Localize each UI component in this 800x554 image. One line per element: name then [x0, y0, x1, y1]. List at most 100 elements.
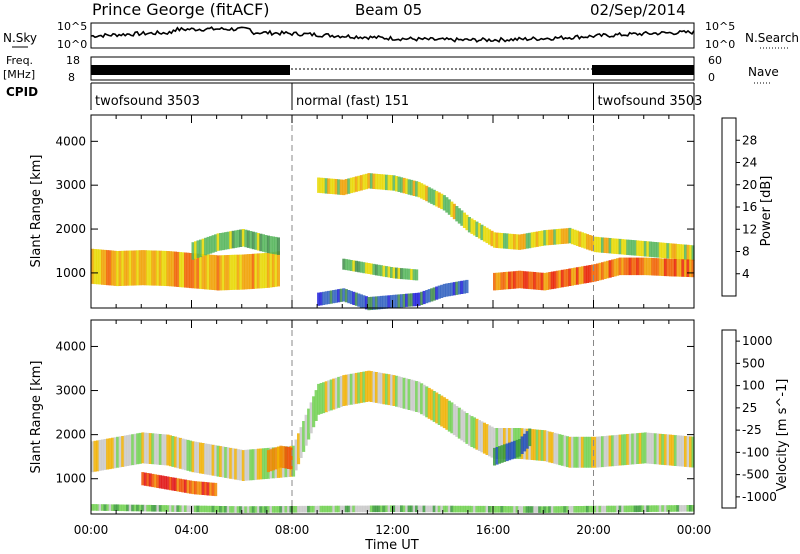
- band-4-cell: [342, 505, 346, 513]
- band-3-cell: [530, 271, 534, 290]
- band-0-cell: [118, 436, 122, 468]
- band-2-cell: [689, 245, 693, 261]
- band-0-cell: [307, 408, 311, 440]
- band-1-cell: [239, 229, 243, 247]
- band-3-cell: [601, 262, 605, 280]
- band-3-cell: [520, 270, 524, 289]
- band-1-cell: [211, 235, 215, 253]
- band-0-cell: [430, 389, 434, 421]
- band-0-cell: [377, 372, 381, 404]
- band-4-cell: [224, 506, 228, 513]
- band-0-cell: [342, 375, 346, 406]
- band-2-cell: [498, 232, 502, 249]
- band-0-cell: [437, 394, 441, 425]
- band-3-cell: [668, 258, 672, 277]
- band-5-cell: [422, 290, 426, 305]
- band-0-cell: [472, 417, 476, 449]
- band-2-cell: [477, 223, 481, 239]
- freq-axis-top: 18: [66, 54, 80, 67]
- band-2-cell: [271, 448, 275, 471]
- band-0-cell: [563, 435, 567, 467]
- band-4-cell: [578, 506, 582, 513]
- band-4-cell: [488, 506, 492, 513]
- band-5-cell: [359, 294, 363, 308]
- band-3-cell: [653, 258, 657, 276]
- band-0-cell: [138, 432, 142, 464]
- band-2-cell: [583, 233, 587, 249]
- band-2-cell: [281, 446, 285, 469]
- band-0-cell: [209, 254, 213, 290]
- band-4-cell: [530, 506, 534, 513]
- band-4-cell: [128, 504, 132, 512]
- band-3-cell: [643, 257, 647, 276]
- band-3-cell: [510, 441, 514, 460]
- band-4-cell: [151, 505, 155, 512]
- band-4-cell: [319, 505, 323, 513]
- velocity-heatmap: 1000 2000 3000 4000 00:00 04:00 08:00 12:00 16:0…: [55, 320, 711, 537]
- band-5-cell: [342, 288, 346, 302]
- band-1-cell: [219, 233, 223, 251]
- band-4-cell: [166, 505, 170, 512]
- band-0-cell: [201, 443, 205, 474]
- band-4-cell: [452, 505, 456, 513]
- band-0-cell: [234, 254, 238, 290]
- band-5-cell: [322, 291, 326, 305]
- band-4-cell: [540, 506, 544, 513]
- band-0-cell: [462, 411, 466, 443]
- band-0-cell: [224, 447, 228, 478]
- band-4-cell: [553, 506, 557, 513]
- band-0-cell: [618, 434, 622, 466]
- band-0-cell: [475, 418, 479, 450]
- band-0-cell: [593, 436, 597, 468]
- band-0-cell: [141, 432, 145, 464]
- beam-title: Beam 05: [355, 1, 422, 19]
- band-0-cell: [412, 380, 416, 412]
- band-0-cell: [216, 445, 220, 477]
- band-4-cell: [646, 505, 650, 512]
- band-1-cell: [178, 478, 182, 492]
- band-5-cell: [452, 282, 456, 296]
- band-2-cell: [560, 228, 564, 244]
- band-5-cell: [430, 288, 434, 302]
- band-4-cell: [251, 506, 255, 513]
- band-0-cell: [226, 255, 230, 291]
- ytick-label: 3000: [55, 384, 86, 398]
- band-4-cell: [465, 505, 469, 513]
- band-0-cell: [477, 420, 481, 451]
- band-2-cell: [548, 229, 552, 246]
- band-2-cell: [613, 238, 617, 254]
- velocity-panel-frame: [90, 319, 695, 515]
- band-0-cell: [623, 434, 627, 466]
- band-0-cell: [402, 377, 406, 409]
- band-3-cell: [495, 447, 499, 465]
- band-4-cell: [161, 505, 165, 512]
- band-5-cell: [395, 294, 399, 308]
- band-0-cell: [271, 252, 275, 288]
- band-4-cell: [618, 505, 622, 513]
- band-5-cell: [407, 293, 411, 307]
- band-4-cell: [410, 269, 414, 280]
- band-2-cell: [565, 228, 569, 244]
- band-4-cell: [176, 505, 180, 512]
- band-1-cell: [214, 482, 218, 497]
- band-4-cell: [334, 505, 338, 513]
- band-4-cell: [279, 506, 283, 513]
- band-0-cell: [113, 437, 117, 469]
- band-0-cell: [266, 252, 270, 288]
- band-4-cell: [666, 505, 670, 512]
- band-0-cell: [588, 436, 592, 468]
- band-1-cell: [158, 475, 162, 489]
- band-3-cell: [543, 272, 547, 291]
- band-2-cell: [352, 177, 356, 193]
- band-0-cell: [613, 435, 617, 466]
- band-3-cell: [550, 271, 554, 290]
- band-0-cell: [176, 251, 180, 287]
- band-4-cell: [304, 505, 308, 513]
- band-4-cell: [400, 505, 404, 512]
- band-2-cell: [591, 235, 595, 252]
- band-2-cell: [508, 233, 512, 250]
- band-0-cell: [101, 249, 105, 285]
- band-0-cell: [601, 436, 605, 468]
- band-5-cell: [337, 289, 341, 303]
- colorbar-tick-label: -1000: [742, 490, 777, 504]
